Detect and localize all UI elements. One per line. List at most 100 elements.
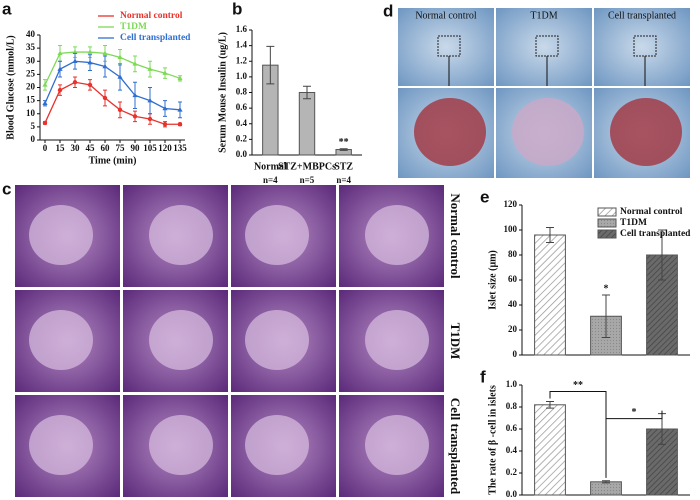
islet	[29, 310, 93, 370]
series-line	[44, 51, 181, 86]
row-label: Normal control	[448, 193, 463, 279]
x-tick-label: 0	[43, 143, 48, 153]
panel-label: d	[383, 1, 393, 20]
islet	[610, 98, 682, 166]
legend-swatch	[597, 229, 617, 239]
point	[57, 66, 63, 71]
panel-label: b	[232, 0, 242, 18]
point	[57, 87, 63, 93]
y-tick-label: 0.0	[236, 149, 248, 159]
bar	[298, 92, 316, 156]
x-axis-label: Time (min)	[89, 155, 137, 166]
point	[162, 105, 168, 111]
y-tick-label: 10	[26, 108, 36, 118]
y-tick-label: 30	[26, 55, 36, 65]
y-tick-label: 5	[31, 121, 36, 131]
legend-label: Normal control	[120, 11, 183, 21]
point	[57, 50, 63, 56]
y-tick-label: 1.2	[236, 55, 248, 65]
islet	[245, 415, 309, 475]
micrograph	[398, 8, 494, 86]
panel-label: a	[2, 0, 12, 18]
y-axis-label: Blood Glucose (mmol/L)	[5, 35, 16, 139]
legend-swatch	[597, 207, 617, 217]
legend-label: T1DM	[120, 22, 147, 32]
row-label: T1DM	[448, 323, 463, 360]
y-axis-label: Serum Mouse Insulin (ug/L)	[217, 32, 228, 153]
point	[162, 122, 168, 127]
y-tick-label: 20	[26, 82, 36, 92]
islet	[512, 98, 584, 166]
x-tick-label: 105	[143, 143, 157, 153]
histology-panel-d	[398, 8, 690, 178]
y-tick-label: 0.8	[236, 87, 248, 97]
y-tick-label: 35	[26, 42, 36, 52]
point	[147, 116, 153, 122]
x-tick-label: STZ	[334, 161, 353, 172]
point	[117, 54, 123, 60]
point	[117, 107, 123, 113]
y-tick-label: 0.2	[506, 467, 518, 477]
islet	[149, 415, 213, 475]
islet	[365, 310, 429, 370]
significance: **	[339, 137, 349, 148]
y-tick-label: 60	[508, 274, 518, 284]
error-bar	[339, 148, 348, 151]
column-label: Cell transplanted	[608, 10, 676, 21]
y-tick-label: 1.0	[236, 71, 248, 81]
error-bar	[266, 45, 275, 85]
series-line	[44, 60, 181, 111]
y-axis-label: The rate of β -cell in islets	[487, 385, 498, 495]
y-tick-label: 0.6	[506, 423, 518, 433]
micrograph	[594, 8, 690, 86]
error-bar	[303, 85, 311, 100]
point	[162, 70, 168, 75]
column-label: Normal control	[415, 10, 477, 21]
point	[42, 82, 48, 87]
significance: *	[632, 407, 637, 418]
y-tick-label: 0	[31, 134, 36, 144]
category-note: n=4	[336, 175, 351, 185]
error-bar	[602, 294, 610, 338]
islet	[29, 205, 93, 265]
point	[102, 95, 108, 101]
y-tick-label: 0.4	[236, 118, 248, 128]
legend-label: T1DM	[620, 218, 647, 228]
point	[72, 49, 78, 54]
x-tick-label: 75	[116, 143, 126, 153]
y-tick-label: 120	[504, 199, 518, 209]
islet	[365, 205, 429, 265]
x-tick-label: 45	[86, 143, 96, 153]
point	[147, 97, 153, 103]
y-tick-label: 20	[508, 324, 518, 334]
error-bar	[546, 227, 554, 243]
error-bar	[658, 229, 666, 281]
y-tick-label: 0.6	[236, 102, 248, 112]
point	[87, 82, 93, 88]
x-tick-label: STZ+MBPCs	[278, 161, 336, 172]
point	[147, 66, 153, 71]
y-axis-label: Islet size (μm)	[487, 250, 498, 310]
legend-swatch	[597, 218, 617, 228]
column-label: T1DM	[530, 10, 557, 21]
point	[87, 59, 93, 65]
y-tick-label: 0.2	[236, 133, 248, 143]
point	[177, 75, 183, 81]
y-tick-label: 1.0	[506, 379, 518, 389]
bar	[534, 234, 566, 356]
error-bar	[546, 401, 554, 409]
x-tick-label: 15	[56, 143, 66, 153]
significance-bracket	[605, 410, 663, 478]
x-tick-label: 90	[131, 143, 141, 153]
y-tick-label: 0	[513, 349, 518, 359]
point	[132, 114, 138, 119]
panel-label: c	[2, 179, 11, 198]
y-tick-label: 80	[508, 249, 518, 259]
row-label: Cell transplanted	[448, 398, 463, 495]
series-line	[44, 81, 180, 125]
point	[72, 80, 78, 85]
y-tick-label: 25	[26, 68, 36, 78]
islet	[414, 98, 486, 166]
bar	[590, 481, 622, 496]
